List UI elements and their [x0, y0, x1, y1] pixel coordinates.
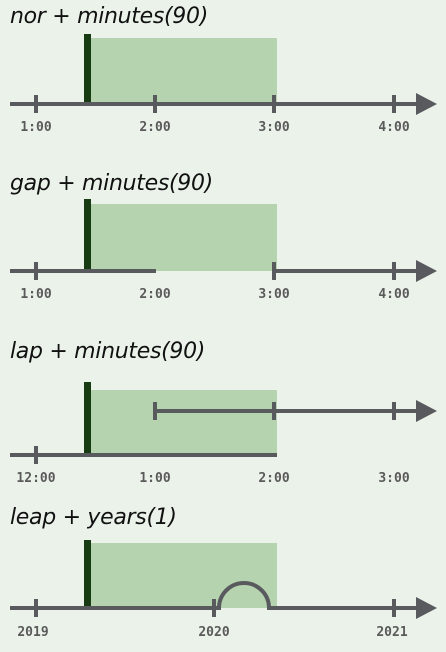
shaded-interval: [88, 390, 277, 456]
tick-label: 12:00: [16, 471, 55, 486]
tick-label: 4:00: [378, 120, 409, 135]
tick-label: 2020: [198, 625, 229, 640]
time-axis-with-leap-day-bump: [10, 581, 418, 610]
tick-label: 2021: [376, 625, 407, 640]
tick-label: 2019: [17, 625, 48, 640]
arrow-head: [416, 93, 437, 115]
shaded-interval: [88, 38, 277, 104]
tick-label: 2:00: [139, 287, 170, 302]
arrow-head: [416, 260, 437, 282]
panel-title: gap + minutes(90): [10, 171, 213, 196]
tick-label: 3:00: [378, 471, 409, 486]
panel-lap: 12:00 1:00 2:00 3:00: [10, 382, 437, 486]
tick-label: 2:00: [258, 471, 289, 486]
panel-nor: 1:00 2:00 3:00 4:00: [10, 34, 437, 135]
panel-title: lap + minutes(90): [10, 339, 206, 364]
panel-title: leap + years(1): [10, 505, 177, 530]
tick-label: 1:00: [20, 120, 51, 135]
tick-label: 3:00: [258, 287, 289, 302]
start-marker: [84, 34, 91, 105]
tick-label: 1:00: [139, 471, 170, 486]
panel-title: nor + minutes(90): [10, 4, 208, 29]
panel-gap: 1:00 2:00 3:00 4:00: [10, 199, 437, 302]
arrow-head: [416, 400, 437, 422]
shaded-interval: [88, 543, 277, 608]
tick-label: 1:00: [20, 287, 51, 302]
panel-leap: 2019 2020 2021: [10, 540, 437, 640]
arrow-head: [416, 597, 437, 619]
tick-label: 2:00: [139, 120, 170, 135]
start-marker: [84, 540, 91, 609]
start-marker: [84, 382, 91, 456]
tick-label: 3:00: [258, 120, 289, 135]
shaded-interval: [88, 204, 277, 271]
tick-label: 4:00: [378, 287, 409, 302]
start-marker: [84, 199, 91, 272]
